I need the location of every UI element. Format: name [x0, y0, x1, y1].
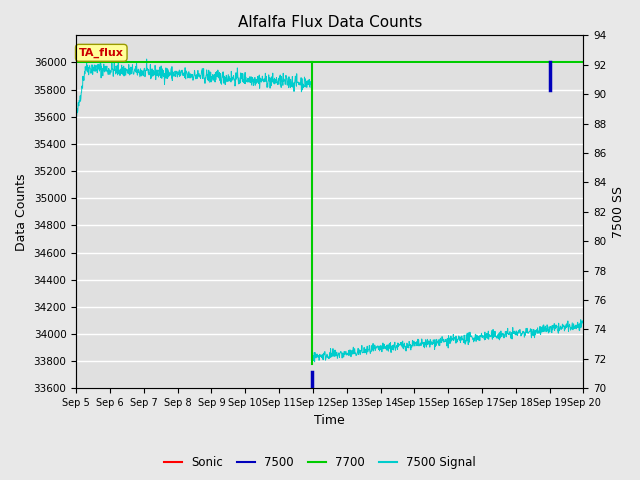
Text: TA_flux: TA_flux	[79, 48, 124, 58]
Legend: Sonic, 7500, 7700, 7500 Signal: Sonic, 7500, 7700, 7500 Signal	[159, 452, 481, 474]
X-axis label: Time: Time	[314, 414, 345, 427]
Y-axis label: 7500 SS: 7500 SS	[612, 186, 625, 238]
Y-axis label: Data Counts: Data Counts	[15, 173, 28, 251]
Title: Alfalfa Flux Data Counts: Alfalfa Flux Data Counts	[237, 15, 422, 30]
